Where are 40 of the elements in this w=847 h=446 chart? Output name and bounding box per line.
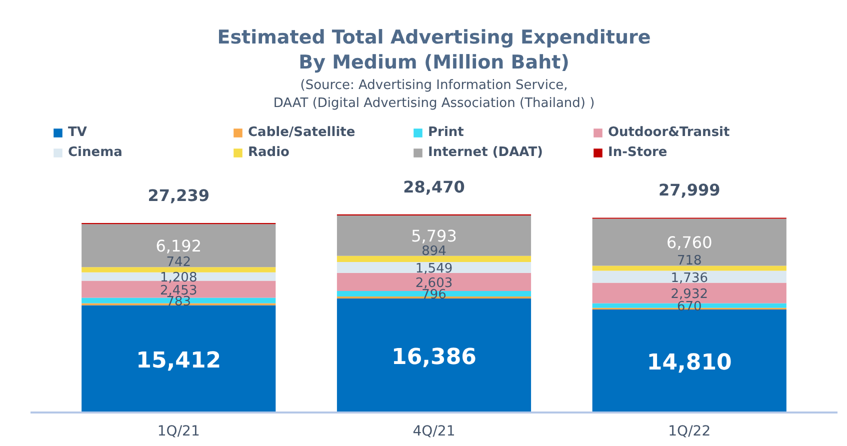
bar	[336, 262, 532, 273]
data-label: 718	[676, 254, 702, 269]
text: (Source: Advertising Information Service, DAAT (Digital Advertising Association (Thailand) )	[273, 78, 595, 111]
x-tick-label: 1Q/22	[668, 424, 711, 440]
bar	[592, 266, 786, 271]
data-label: 6,760	[666, 233, 712, 252]
chart-title: Estimated Total Advertising Expenditure By Medium (Million Baht)	[217, 26, 651, 74]
total-label: 27,999	[658, 180, 720, 200]
bar	[336, 216, 532, 256]
x-tick-label: 4Q/21	[412, 424, 456, 440]
data-label: 14,810	[646, 350, 732, 376]
data-label: 15,412	[136, 348, 222, 374]
legend-label: Cable/Satellite	[248, 124, 356, 140]
data-label: 1,549	[415, 261, 453, 276]
legend-label: Internet (DAAT)	[428, 144, 544, 160]
data-label: 5,793	[411, 226, 457, 246]
data-label: 1,208	[160, 270, 198, 286]
bar	[592, 218, 786, 266]
legend-label: TV	[68, 124, 88, 140]
legend-label: Outdoor&Transit	[608, 124, 731, 140]
bar	[592, 309, 786, 412]
bar	[336, 298, 532, 412]
legend-label: Radio	[248, 144, 290, 160]
x-tick-label: 1Q/21	[157, 424, 200, 440]
data-label: 16,386	[392, 345, 476, 370]
data-label: 1,736	[670, 270, 708, 286]
data-label: 2,932	[670, 287, 708, 302]
data-label: 6,192	[156, 236, 202, 256]
data-label: 894	[422, 244, 446, 259]
bar	[592, 270, 786, 283]
legend-label: Cinema	[68, 144, 124, 160]
legend-label: In-Store	[608, 144, 668, 160]
total-label: 28,470	[403, 177, 465, 196]
bar	[336, 256, 532, 262]
bar	[82, 224, 276, 268]
total-label: 27,239	[148, 186, 210, 205]
bar	[82, 267, 276, 272]
bar	[82, 305, 276, 412]
data-label: 742	[166, 255, 192, 270]
legend-label: Print	[428, 124, 465, 140]
